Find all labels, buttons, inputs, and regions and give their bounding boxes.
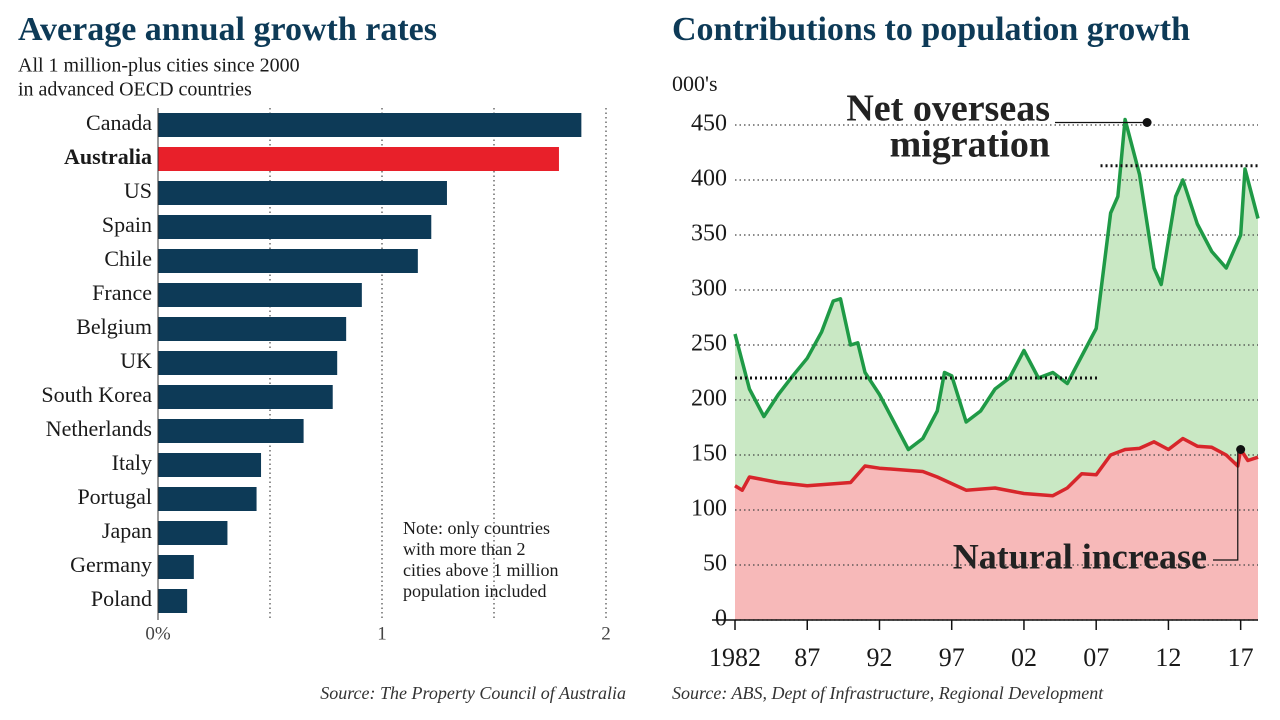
annotation: Net overseas [846, 88, 1050, 130]
x-tick-label: 1 [377, 623, 387, 644]
bar [158, 147, 559, 171]
bar [158, 113, 582, 137]
chart-title: Average annual growth rates [18, 11, 437, 48]
x-tick-label: 1982 [709, 643, 761, 672]
bar [158, 249, 418, 273]
axis-label: 000's [672, 71, 718, 96]
bar [158, 317, 347, 341]
line [734, 436, 1259, 498]
y-tick-label: 200 [691, 386, 727, 412]
note: Note: only countries [403, 518, 550, 538]
annotation: Natural increase [953, 536, 1207, 576]
y-tick-label: France [92, 280, 152, 305]
x-tick-label: 97 [939, 643, 965, 672]
y-tick-label: Japan [102, 518, 152, 543]
note: population included [403, 581, 546, 601]
source: Source: The Property Council of Australi… [320, 683, 626, 703]
x-tick-label: 2 [601, 623, 611, 644]
bar [158, 555, 194, 579]
y-tick-label: Netherlands [46, 416, 152, 441]
x-tick-label: 0% [145, 623, 171, 644]
y-tick-label: 350 [691, 221, 727, 247]
bar [158, 351, 338, 375]
chart-title: Contributions to population growth [672, 11, 1190, 48]
area [735, 438, 1258, 620]
y-tick-label: 300 [691, 276, 727, 302]
y-tick-label: UK [120, 348, 152, 373]
x-tick-label: 12 [1155, 643, 1181, 672]
y-tick-label: Chile [104, 246, 152, 271]
y-tick-label: Belgium [76, 314, 152, 339]
y-tick-label: 400 [691, 166, 727, 192]
x-tick-label: 07 [1083, 643, 1109, 672]
source: Source: ABS, Dept of Infrastructure, Reg… [672, 683, 1104, 703]
y-tick-label: Australia [64, 144, 152, 169]
subtitle: All 1 million-plus cities since 2000 [18, 55, 300, 77]
bar [158, 283, 362, 307]
note: cities above 1 million [403, 560, 558, 580]
x-tick-label: 17 [1228, 643, 1254, 672]
y-tick-label: Germany [70, 552, 152, 577]
y-tick-label: US [124, 178, 152, 203]
y-tick-label: South Korea [41, 382, 152, 407]
bar [158, 215, 432, 239]
annotation: migration [890, 124, 1050, 166]
y-tick-label: 50 [703, 551, 727, 577]
bar [158, 487, 257, 511]
y-tick-label: 0 [715, 606, 727, 632]
marker [1142, 118, 1152, 127]
bar [158, 521, 228, 545]
x-tick-label: 87 [794, 643, 820, 672]
y-tick-label: 150 [691, 441, 727, 467]
x-tick-label: 92 [866, 643, 892, 672]
bar [158, 453, 262, 477]
y-tick-label: 100 [691, 496, 727, 522]
y-tick-label: 250 [691, 331, 727, 357]
line [733, 117, 1260, 452]
y-tick-label: Italy [112, 450, 152, 475]
bar [158, 385, 333, 409]
x-tick-label: 02 [1011, 643, 1037, 672]
bar [158, 589, 188, 613]
marker [1236, 445, 1246, 454]
bar [158, 419, 304, 443]
y-tick-label: Portugal [77, 484, 152, 509]
leader-line [1213, 447, 1239, 561]
y-tick-label: 450 [691, 111, 727, 137]
note: with more than 2 [403, 539, 525, 559]
bar [158, 181, 447, 205]
y-tick-label: Spain [102, 212, 152, 237]
y-tick-label: Poland [91, 586, 152, 611]
subtitle: in advanced OECD countries [18, 79, 252, 101]
y-tick-label: Canada [86, 110, 152, 135]
